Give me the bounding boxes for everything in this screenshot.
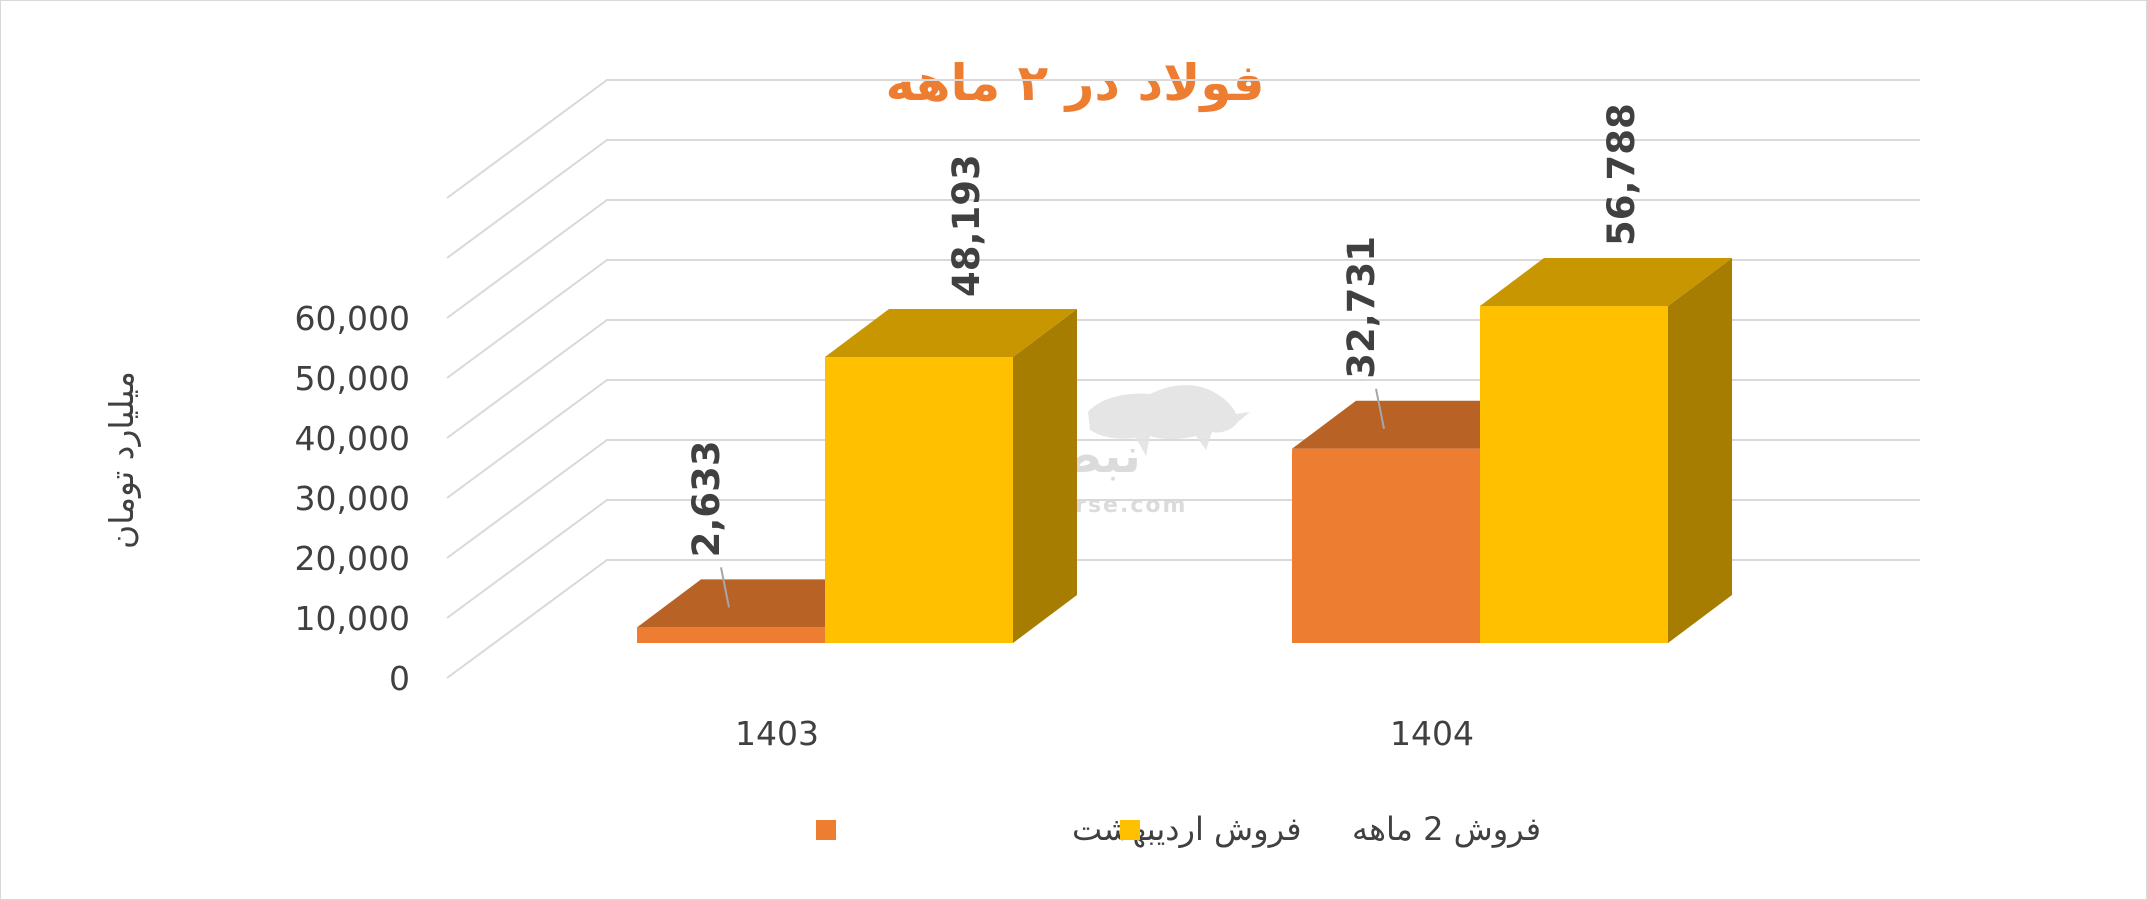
bar-front <box>637 627 825 643</box>
data-label-leader <box>1375 388 1385 429</box>
data-label: 32,731 <box>1340 236 1383 379</box>
bar-front <box>1480 305 1668 643</box>
bar-side <box>1013 309 1077 643</box>
legend: فروش اردیبهشت فروش 2 ماهه <box>816 810 1541 848</box>
bull-icon <box>1088 385 1250 456</box>
y-axis-ticks: 0 10,000 20,000 30,000 40,000 50,000 60,000 <box>295 299 410 698</box>
legend-swatch-series-2 <box>1120 820 1140 840</box>
x-axis-ticks: 1403 1404 <box>735 714 1474 753</box>
y-tick-label: 60,000 <box>295 299 410 338</box>
data-label: 48,193 <box>945 154 988 297</box>
gridline <box>446 259 1920 379</box>
y-tick-label: 0 <box>389 659 410 698</box>
bars <box>637 257 1732 643</box>
legend-swatch-series-1 <box>816 820 836 840</box>
bar-1403-series-2 <box>825 309 1077 643</box>
bar-top <box>825 309 1077 357</box>
legend-label-series-1: فروش اردیبهشت <box>1072 810 1302 848</box>
y-tick-label: 10,000 <box>295 599 410 638</box>
y-tick-label: 30,000 <box>295 479 410 518</box>
data-labels: 2,633 48,193 32,731 56,788 <box>685 103 1643 608</box>
bar-front <box>825 357 1013 643</box>
x-tick-label: 1403 <box>735 714 819 753</box>
data-label-leader <box>720 567 730 608</box>
gridline <box>446 199 1920 319</box>
data-label: 2,633 <box>685 440 728 557</box>
gridline <box>446 79 1920 199</box>
x-tick-label: 1404 <box>1390 714 1474 753</box>
bar-front <box>1292 448 1480 643</box>
y-tick-label: 50,000 <box>295 359 410 398</box>
y-axis-label: میلیارد تومان <box>102 371 141 549</box>
legend-label-series-2: فروش 2 ماهه <box>1352 810 1541 848</box>
bar-1404-series-2 <box>1480 257 1732 643</box>
bar-side <box>1668 257 1732 643</box>
y-tick-label: 40,000 <box>295 419 410 458</box>
y-tick-label: 20,000 <box>295 539 410 578</box>
chart-title: فولاد در ۲ ماهه <box>886 54 1265 113</box>
gridline <box>446 139 1920 259</box>
data-label: 56,788 <box>1600 103 1643 246</box>
bar-top <box>1480 257 1732 306</box>
